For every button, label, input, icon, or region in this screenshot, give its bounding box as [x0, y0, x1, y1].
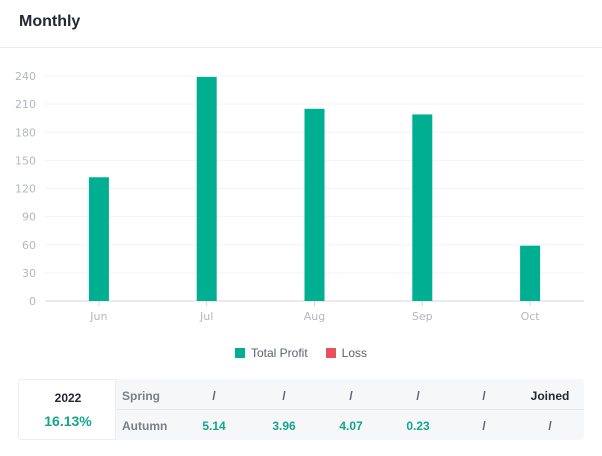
total-profit-swatch — [234, 348, 245, 358]
bar-total-profit-jun — [88, 177, 109, 301]
stats-cell: 5.14 — [202, 419, 226, 433]
bar-total-profit-jul — [196, 76, 217, 301]
row-label-autumn: Autumn — [122, 419, 168, 433]
stats-cell: 0.23 — [406, 419, 430, 433]
stats-cell: 4.07 — [339, 419, 363, 433]
chart-legend: Total Profit Loss — [0, 344, 602, 362]
x-tick-label: Oct — [521, 310, 541, 323]
year-summary: 2022 16.13% — [18, 379, 116, 440]
y-tick-label: 150 — [15, 154, 36, 167]
y-tick-label: 30 — [22, 267, 36, 280]
stats-cell: / — [548, 419, 552, 433]
y-tick-label: 120 — [15, 183, 36, 196]
bar-chart: 0 30 60 90 120 150 180 210 240 Jun Jul Aug Sep Oct — [15, 70, 584, 323]
y-tick-label: 180 — [15, 126, 36, 139]
y-tick-label: 90 — [22, 211, 36, 224]
legend-item-loss[interactable]: Loss — [325, 346, 368, 360]
bar-total-profit-sep — [412, 114, 433, 301]
stats-table: 2022 16.13% Spring / / / / / Joined Autu… — [18, 379, 584, 440]
legend-label-loss: Loss — [341, 346, 368, 360]
stats-cell: / — [416, 389, 420, 403]
legend-item-total-profit[interactable]: Total Profit — [234, 346, 308, 360]
loss-swatch — [325, 348, 336, 358]
x-tick-label: Sep — [412, 310, 433, 323]
x-tick-label: Jul — [199, 310, 213, 323]
bar-total-profit-oct — [520, 245, 541, 301]
stats-cell: / — [282, 389, 286, 403]
stats-cell: / — [482, 419, 486, 433]
y-tick-label: 60 — [22, 239, 36, 252]
page-title: Monthly — [19, 13, 81, 30]
y-tick-label: 210 — [15, 98, 36, 111]
joined-label: Joined — [530, 389, 570, 403]
bar-total-profit-aug — [304, 108, 325, 301]
card-header: Monthly — [0, 0, 602, 48]
stats-cell: / — [482, 389, 486, 403]
y-tick-label: 240 — [15, 70, 36, 83]
x-tick-label: Aug — [304, 310, 325, 323]
stats-cell: / — [349, 389, 353, 403]
row-label-spring: Spring — [122, 389, 160, 403]
year-label: 2022 — [54, 391, 82, 405]
stats-cell: 3.96 — [272, 419, 296, 433]
stats-row-spring: Spring / / / / / Joined — [116, 380, 584, 410]
y-tick-label: 0 — [29, 295, 36, 308]
legend-label-total-profit: Total Profit — [250, 346, 308, 360]
year-percentage: 16.13% — [44, 413, 92, 429]
stats-cell: / — [212, 389, 216, 403]
x-tick-label: Jun — [89, 310, 107, 323]
stats-row-autumn: Autumn 5.14 3.96 4.07 0.23 / / — [116, 410, 584, 440]
